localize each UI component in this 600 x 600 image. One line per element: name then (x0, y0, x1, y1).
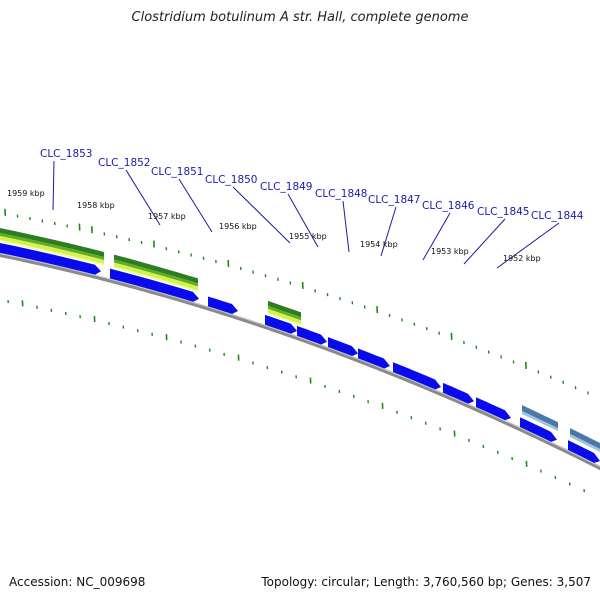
gene-arrow (208, 296, 238, 314)
kbp-label: 1959 kbp (7, 189, 45, 198)
genome-backbone (0, 252, 600, 471)
backbone-outer (0, 252, 600, 471)
gene-track-band (0, 228, 104, 257)
gene-arrow (476, 397, 511, 421)
gene-arrow (297, 325, 327, 345)
gene-arrow (520, 417, 557, 442)
gene-track-band (268, 300, 301, 318)
label-leader-line (125, 169, 161, 226)
gene-box (522, 405, 558, 429)
gene-track-band (114, 262, 198, 291)
lower-tick-track (7, 299, 585, 493)
gene-label: CLC_1847 (368, 194, 421, 206)
gene-label: CLC_1853 (40, 148, 93, 160)
gene-labels: CLC_1853 CLC_1852CLC_1851CLC_1850CLC_1849… (40, 148, 584, 222)
gene-track-band (0, 240, 104, 266)
label-leader-line (52, 160, 55, 211)
kbp-label: 1957 kbp (148, 212, 186, 221)
gene-box (522, 411, 558, 432)
kbp-labels: 1959 kbp 1958 kbp 1957 kbp 1956 kbp 1955 kbp… (7, 189, 541, 263)
kbp-label: 1955 kbp (289, 232, 327, 241)
gene-arrow (110, 268, 199, 302)
gene-label: CLC_1846 (422, 200, 475, 212)
gene-box (570, 428, 600, 449)
gene-track-band (114, 254, 198, 284)
gene-label: CLC_1850 (205, 174, 258, 186)
label-leader-line (380, 206, 397, 257)
kbp-label: 1956 kbp (219, 222, 257, 231)
gene-track-band (0, 233, 104, 260)
gene-track-band (268, 305, 301, 321)
gene-label: CLC_1845 (477, 206, 530, 218)
gene-track-band (268, 312, 301, 327)
gene-track-band (0, 236, 104, 264)
label-leader-line (232, 186, 291, 244)
gene-label: CLC_1851 (151, 166, 204, 178)
accession-label: Accession: NC_009698 (9, 575, 146, 589)
kbp-label: 1954 kbp (360, 240, 398, 249)
gene-arrow (0, 243, 101, 275)
genome-summary-label: Topology: circular; Length: 3,760,560 bp… (261, 575, 591, 589)
kbp-label: 1953 kbp (431, 247, 469, 256)
gene-arrow (393, 362, 441, 390)
gene-arrow (358, 348, 390, 369)
upper-tick-track (4, 208, 589, 395)
label-leader-line (463, 218, 506, 265)
label-leader-line (178, 178, 213, 233)
gene-arrow (568, 440, 600, 463)
gene-arrow (265, 314, 297, 334)
kbp-label: 1958 kbp (77, 201, 115, 210)
kbp-label: 1952 kbp (503, 254, 541, 263)
label-leader-line (287, 193, 319, 248)
gene-label: CLC_1849 (260, 181, 313, 193)
gene-track-band (114, 259, 198, 287)
gene-label: CLC_1844 (531, 210, 584, 222)
gene-track-band (114, 266, 198, 293)
map-title: Clostridium botulinum A str. Hall, compl… (131, 10, 469, 25)
gene-arrow (443, 382, 474, 404)
gene-arrow (328, 337, 358, 357)
gene-track-band (268, 308, 301, 325)
gene-box (570, 434, 600, 452)
label-leaders (52, 160, 560, 269)
label-leader-line (496, 222, 560, 269)
label-leader-line (342, 200, 350, 253)
gene-label: CLC_1852 (98, 157, 151, 169)
feature-tracks (0, 228, 600, 463)
backbone-highlight (0, 252, 600, 468)
label-leader-line (422, 212, 451, 261)
gene-label: CLC_1848 (315, 188, 368, 200)
